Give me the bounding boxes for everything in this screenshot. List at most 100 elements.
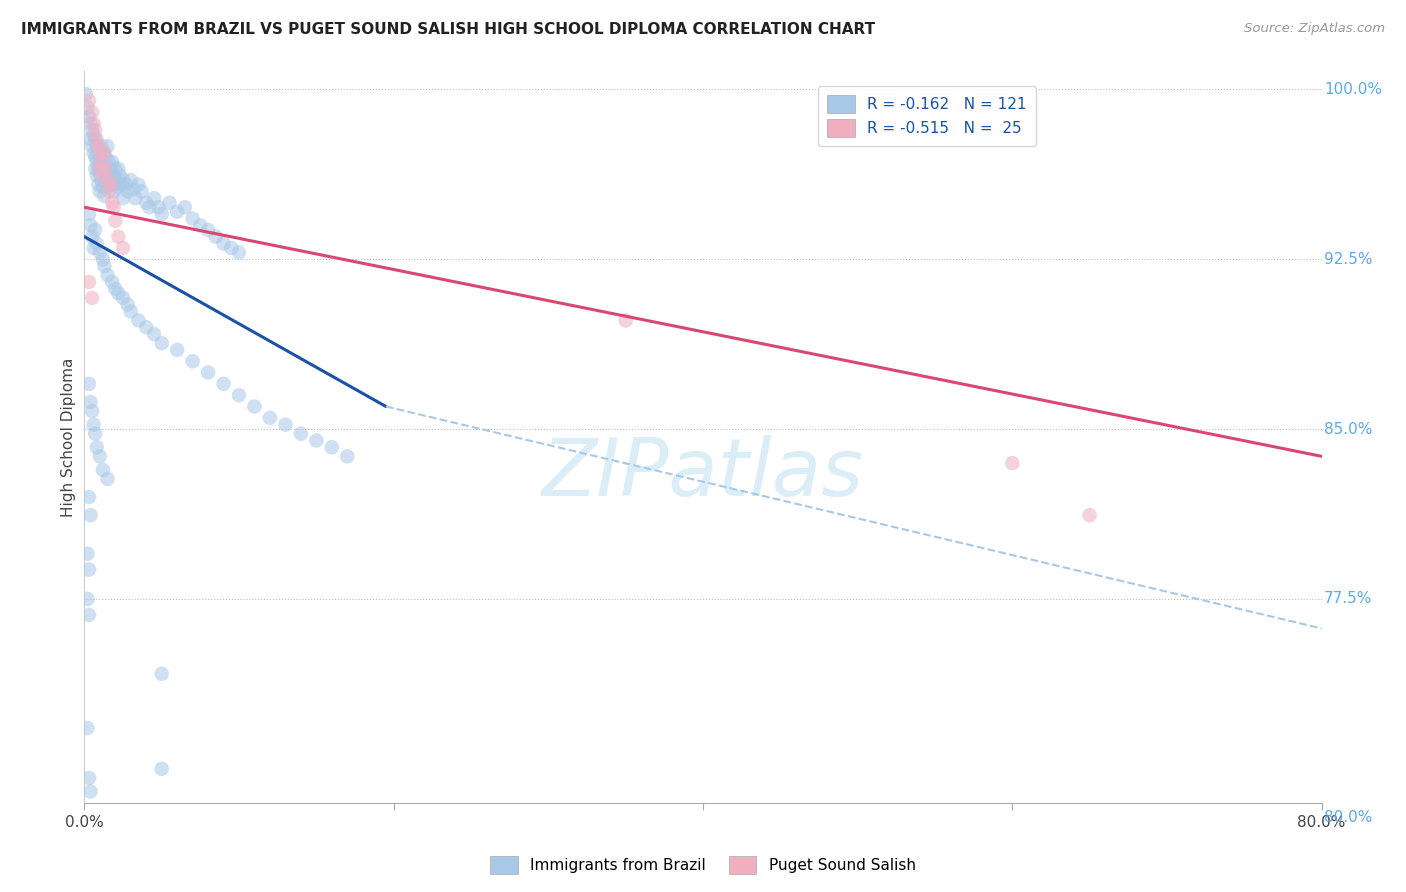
- Point: [90, 173, 112, 187]
- Point: [94, 161, 117, 176]
- Point: [104, 161, 127, 176]
- Point: [84, 426, 107, 441]
- Point: [117, 185, 139, 199]
- Point: [100, 178, 122, 192]
- Point: [96, 161, 118, 176]
- Point: [228, 388, 250, 402]
- Point: [93, 145, 115, 160]
- Text: ZIPatlas: ZIPatlas: [541, 434, 865, 513]
- Point: [1001, 456, 1024, 470]
- Point: [89, 166, 111, 180]
- Point: [87, 145, 110, 160]
- Point: [77, 275, 100, 289]
- Point: [150, 207, 173, 221]
- Point: [110, 178, 132, 192]
- Point: [259, 410, 281, 425]
- Point: [77, 607, 100, 622]
- Point: [87, 161, 110, 176]
- Point: [84, 161, 107, 176]
- Point: [76, 592, 98, 607]
- Point: [89, 185, 111, 199]
- Point: [228, 245, 250, 260]
- Point: [83, 145, 105, 160]
- Point: [93, 173, 115, 187]
- Text: IMMIGRANTS FROM BRAZIL VS PUGET SOUND SALISH HIGH SCHOOL DIPLOMA CORRELATION CHA: IMMIGRANTS FROM BRAZIL VS PUGET SOUND SA…: [21, 22, 875, 37]
- Legend: Immigrants from Brazil, Puget Sound Salish: Immigrants from Brazil, Puget Sound Sali…: [484, 850, 922, 880]
- Point: [159, 195, 180, 210]
- Point: [274, 417, 297, 432]
- Point: [86, 169, 108, 183]
- Point: [77, 771, 100, 785]
- Point: [120, 304, 142, 318]
- Point: [93, 259, 115, 273]
- Point: [77, 376, 100, 391]
- Point: [188, 219, 211, 233]
- Text: Source: ZipAtlas.com: Source: ZipAtlas.com: [1244, 22, 1385, 36]
- Point: [205, 229, 228, 244]
- Point: [614, 313, 637, 327]
- Point: [135, 195, 157, 210]
- Text: 92.5%: 92.5%: [1324, 252, 1372, 267]
- Point: [103, 200, 125, 214]
- Point: [1078, 508, 1101, 523]
- Point: [290, 426, 312, 441]
- Point: [77, 490, 100, 504]
- Point: [197, 223, 219, 237]
- Point: [77, 207, 100, 221]
- Point: [84, 123, 107, 137]
- Point: [89, 150, 111, 164]
- Point: [112, 291, 135, 305]
- Text: 80.0%: 80.0%: [1324, 810, 1372, 824]
- Point: [79, 132, 101, 146]
- Point: [82, 291, 104, 305]
- Point: [87, 139, 110, 153]
- Point: [96, 173, 118, 187]
- Point: [336, 450, 359, 464]
- Point: [84, 223, 107, 237]
- Point: [143, 326, 166, 341]
- Point: [108, 169, 131, 183]
- Point: [87, 178, 110, 192]
- Point: [86, 440, 108, 454]
- Point: [166, 343, 188, 357]
- Legend: R = -0.162   N = 121, R = -0.515   N =  25: R = -0.162 N = 121, R = -0.515 N = 25: [818, 87, 1036, 146]
- Point: [76, 547, 98, 561]
- Point: [96, 139, 118, 153]
- Point: [98, 173, 121, 187]
- Point: [76, 101, 98, 115]
- Point: [104, 178, 127, 192]
- Point: [107, 161, 129, 176]
- Point: [107, 229, 129, 244]
- Point: [91, 161, 114, 176]
- Point: [181, 211, 204, 226]
- Point: [96, 472, 118, 486]
- Point: [131, 185, 153, 199]
- Point: [91, 463, 114, 477]
- Point: [77, 94, 100, 108]
- Point: [83, 241, 105, 255]
- Point: [86, 132, 108, 146]
- Point: [89, 145, 111, 160]
- Point: [86, 155, 108, 169]
- Point: [96, 268, 118, 282]
- Point: [120, 173, 142, 187]
- Point: [127, 178, 149, 192]
- Y-axis label: High School Diploma: High School Diploma: [60, 358, 76, 516]
- Point: [77, 563, 100, 577]
- Point: [174, 200, 197, 214]
- Point: [86, 236, 108, 251]
- Point: [104, 214, 127, 228]
- Point: [91, 179, 114, 194]
- Text: 100.0%: 100.0%: [1324, 82, 1382, 97]
- Point: [124, 191, 146, 205]
- Point: [107, 179, 129, 194]
- Point: [101, 173, 124, 187]
- Point: [181, 354, 204, 368]
- Point: [96, 179, 118, 194]
- Point: [79, 219, 101, 233]
- Point: [112, 173, 135, 187]
- Point: [89, 161, 111, 176]
- Point: [79, 508, 101, 523]
- Point: [89, 450, 111, 464]
- Point: [94, 150, 117, 164]
